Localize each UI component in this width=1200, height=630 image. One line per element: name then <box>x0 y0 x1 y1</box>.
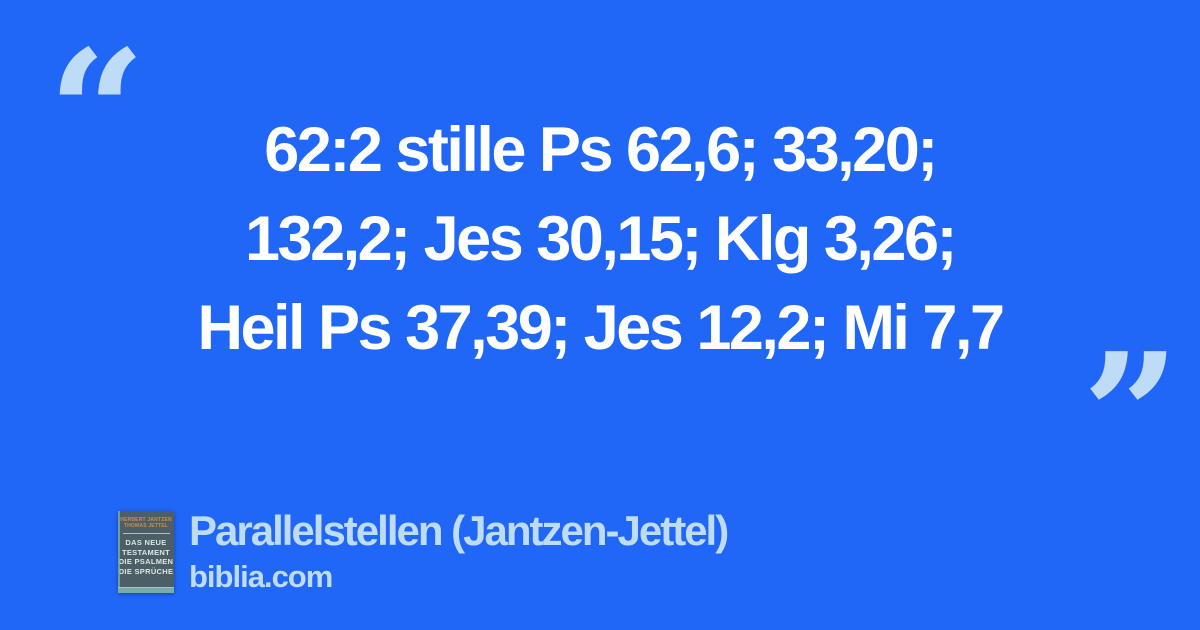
opening-quote-icon: “ <box>48 13 146 213</box>
book-cover-bottom-stripe <box>118 587 174 593</box>
quote-line: 62:2 stille Ps 62,6; 33,20; <box>264 115 938 185</box>
book-cover-divider <box>123 533 170 534</box>
book-cover-title: DAS NEUE TESTAMENT DIE PSALMEN DIE SPRÜC… <box>118 538 174 576</box>
source-title: Parallelstellen (Jantzen-Jettel) <box>189 507 729 554</box>
book-cover-author-line: HERBERT JANTZEN <box>120 517 172 523</box>
book-cover-title-line: DIE SPRÜCHE <box>118 566 174 576</box>
book-cover-title-line: DIE PSALMEN <box>118 557 174 566</box>
book-cover-authors: HERBERT JANTZEN THOMAS JETTEL <box>118 517 174 529</box>
site-name: biblia.com <box>189 559 333 594</box>
quote-line: Heil Ps 37,39; Jes 12,2; Mi 7,7 <box>197 293 1005 363</box>
quote-text: 62:2 stille Ps 62,6; 33,20; 132,2; Jes 3… <box>0 106 1200 373</box>
book-cover-title-line: DAS NEUE <box>125 538 167 547</box>
book-cover-title-line: TESTAMENT <box>122 547 170 557</box>
book-cover-thumbnail: HERBERT JANTZEN THOMAS JETTEL DAS NEUE T… <box>118 511 174 593</box>
book-spine-highlight <box>118 511 120 593</box>
book-cover-author-line: THOMAS JETTEL <box>123 523 169 529</box>
closing-quote-icon: ” <box>1082 316 1180 516</box>
quote-line: 132,2; Jes 30,15; Klg 3,26; <box>245 204 957 274</box>
